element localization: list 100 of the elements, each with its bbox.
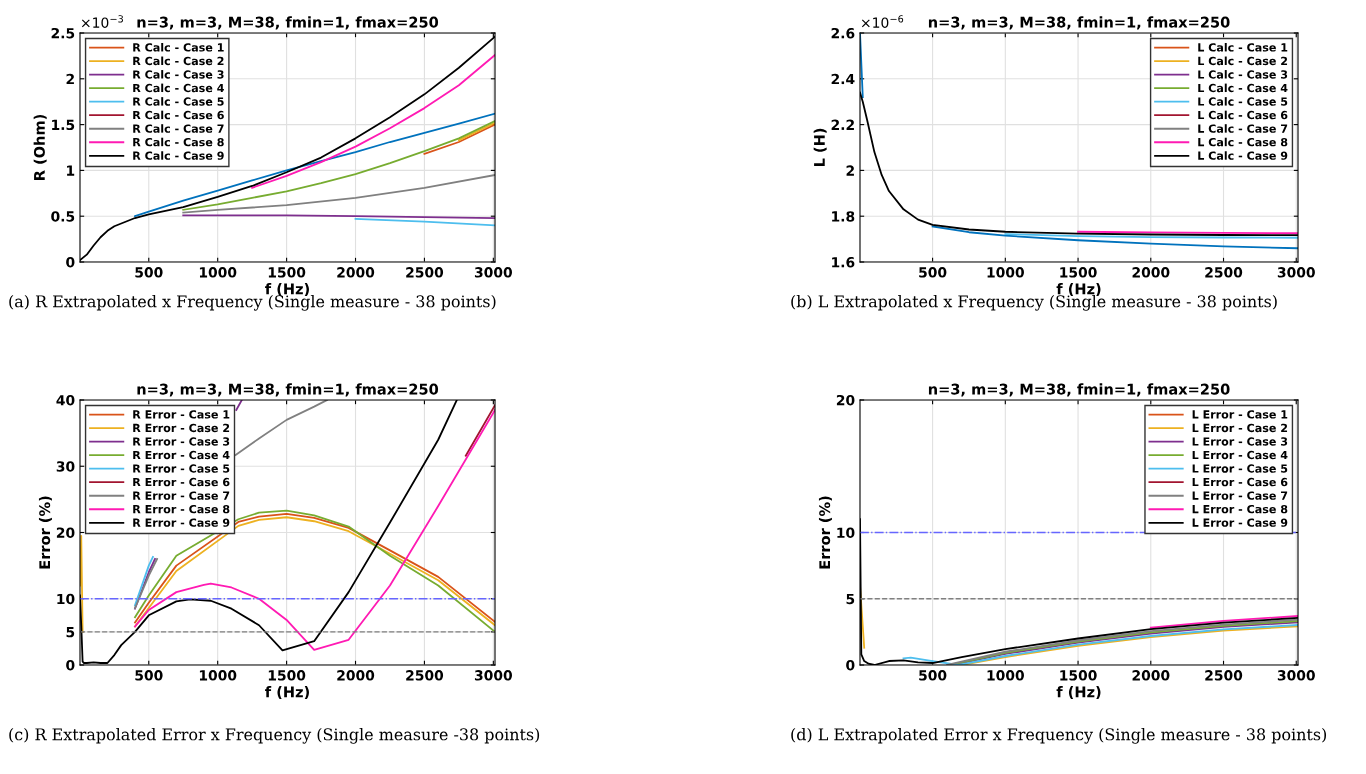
legend-label: L Error - Case 6 xyxy=(1192,477,1288,487)
legend-label: L Error - Case 1 xyxy=(1192,410,1288,419)
legend-label: L Calc - Case 7 xyxy=(1198,124,1288,133)
y-tick-label: 1 xyxy=(67,165,75,176)
text: (a) R Extrapolated x Frequency (Single measure - 38 points) xyxy=(9,295,496,311)
y-axis-title: L (H) xyxy=(813,128,827,167)
line-series xyxy=(251,54,495,189)
y-tick-label: 2.4 xyxy=(831,73,855,85)
chart-title: n=3, m=3, M=38, fmin=1, fmax=250 xyxy=(137,383,439,397)
x-tick-label: 2500 xyxy=(1205,670,1243,681)
x-tick-label: 2000 xyxy=(1132,267,1170,278)
y-tick-label: 10 xyxy=(837,527,855,538)
text: (d) L Extrapolated Error x Frequency (Single measure - 38 points) xyxy=(791,728,1327,744)
x-tick-label: 1500 xyxy=(268,670,306,681)
y-axis-title: R (Ohm) xyxy=(33,114,47,180)
legend-label: R Calc - Case 9 xyxy=(133,151,224,160)
x-tick-label: 3000 xyxy=(1277,267,1315,278)
y-tick-label: 20 xyxy=(836,394,855,406)
y-tick-label: 2.2 xyxy=(831,119,854,130)
legend-label: L Calc - Case 8 xyxy=(1198,137,1288,147)
line-series xyxy=(182,120,495,211)
x-tick-label: 2500 xyxy=(406,267,444,278)
x-tick-label: 2000 xyxy=(337,267,375,278)
legend-label: R Error - Case 5 xyxy=(133,464,230,473)
legend-label: L Calc - Case 3 xyxy=(1198,70,1288,79)
text: ×10$^{−3}$ xyxy=(81,15,123,28)
x-tick-label: 3000 xyxy=(474,670,513,681)
y-tick-label: 30 xyxy=(56,461,75,472)
x-tick-label: 1000 xyxy=(199,670,237,681)
y-tick-label: 2.6 xyxy=(831,27,855,39)
y-axis-title: Error (%) xyxy=(38,496,52,569)
x-tick-label: 500 xyxy=(919,670,947,681)
x-tick-label: 2000 xyxy=(337,670,375,681)
y-tick-label: 2.5 xyxy=(51,27,75,39)
chart-title: n=3, m=3, M=38, fmin=1, fmax=250 xyxy=(137,16,439,30)
y-tick-label: 0.5 xyxy=(51,211,75,222)
legend-label: L Error - Case 4 xyxy=(1192,450,1288,460)
y-tick-label: 5 xyxy=(846,593,855,605)
legend-label: R Error - Case 6 xyxy=(133,477,230,487)
y-tick-label: 10 xyxy=(57,593,75,605)
chart-title: n=3, m=3, M=38, fmin=1, fmax=250 xyxy=(928,16,1230,30)
x-tick-label: 1500 xyxy=(268,267,306,278)
line-series xyxy=(902,624,1298,665)
x-tick-label: 1000 xyxy=(987,267,1024,278)
legend-label: R Error - Case 4 xyxy=(133,450,230,460)
x-tick-label: 1000 xyxy=(199,267,237,278)
legend-label: L Calc - Case 5 xyxy=(1198,97,1288,106)
x-tick-label: 1000 xyxy=(987,670,1024,681)
legend-label: R Error - Case 1 xyxy=(133,410,230,419)
x-tick-label: 2500 xyxy=(406,670,444,681)
x-axis-title: f (Hz) xyxy=(1056,686,1101,700)
legend-label: L Calc - Case 4 xyxy=(1198,83,1288,93)
line-series xyxy=(182,174,495,214)
x-tick-label: 1500 xyxy=(1060,670,1097,681)
legend-label: R Calc - Case 1 xyxy=(133,43,224,52)
line-series xyxy=(134,409,495,651)
legend-label: R Error - Case 2 xyxy=(133,423,230,433)
y-tick-label: 1.8 xyxy=(832,211,855,222)
legend-label: R Calc - Case 4 xyxy=(133,83,224,93)
legend-label: L Calc - Case 6 xyxy=(1198,110,1288,120)
legend-label: L Error - Case 8 xyxy=(1192,504,1288,514)
chart-title: n=3, m=3, M=38, fmin=1, fmax=250 xyxy=(928,383,1230,397)
y-tick-label: 0 xyxy=(66,256,75,268)
legend-label: R Error - Case 3 xyxy=(133,437,230,446)
legend-label: L Error - Case 5 xyxy=(1192,464,1288,473)
legend-label: R Error - Case 7 xyxy=(133,491,230,500)
x-tick-label: 500 xyxy=(135,670,163,681)
y-tick-label: 1.6 xyxy=(832,256,855,268)
x-tick-label: 2500 xyxy=(1205,267,1243,278)
legend-label: L Error - Case 2 xyxy=(1192,423,1288,433)
text: ×10$^{−6}$ xyxy=(861,15,904,28)
text: (b) L Extrapolated x Frequency (Single measure - 38 points) xyxy=(791,295,1277,311)
legend-label: R Calc - Case 7 xyxy=(133,124,224,133)
legend-label: R Calc - Case 6 xyxy=(133,110,224,120)
legend-label: R Error - Case 9 xyxy=(133,518,230,527)
y-axis-title: Error (%) xyxy=(818,496,832,569)
x-tick-label: 3000 xyxy=(1277,670,1315,681)
x-tick-label: 1500 xyxy=(1060,267,1097,278)
x-tick-label: 500 xyxy=(919,267,947,278)
y-tick-label: 5 xyxy=(66,627,75,638)
legend-label: R Calc - Case 3 xyxy=(133,70,224,79)
y-tick-label: 0 xyxy=(66,659,75,671)
legend-label: R Error - Case 8 xyxy=(133,504,230,514)
y-tick-label: 20 xyxy=(56,527,75,538)
legend-label: L Calc - Case 1 xyxy=(1198,43,1288,52)
x-tick-label: 3000 xyxy=(474,267,513,278)
y-tick-label: 2 xyxy=(66,73,74,85)
text: (c) R Extrapolated Error x Frequency (Single measure -38 points) xyxy=(9,728,540,744)
legend-label: L Calc - Case 2 xyxy=(1198,56,1288,66)
y-tick-label: 0 xyxy=(846,659,855,671)
x-tick-label: 500 xyxy=(135,267,163,278)
line-series xyxy=(134,112,495,218)
y-tick-label: 2 xyxy=(846,165,854,176)
legend-label: L Error - Case 9 xyxy=(1192,518,1288,527)
legend-label: L Error - Case 7 xyxy=(1192,491,1288,500)
y-tick-label: 40 xyxy=(56,394,75,406)
x-tick-label: 2000 xyxy=(1132,670,1170,681)
legend-label: R Calc - Case 8 xyxy=(133,137,224,147)
legend-label: L Error - Case 3 xyxy=(1192,437,1288,446)
legend-label: R Calc - Case 2 xyxy=(133,56,224,66)
